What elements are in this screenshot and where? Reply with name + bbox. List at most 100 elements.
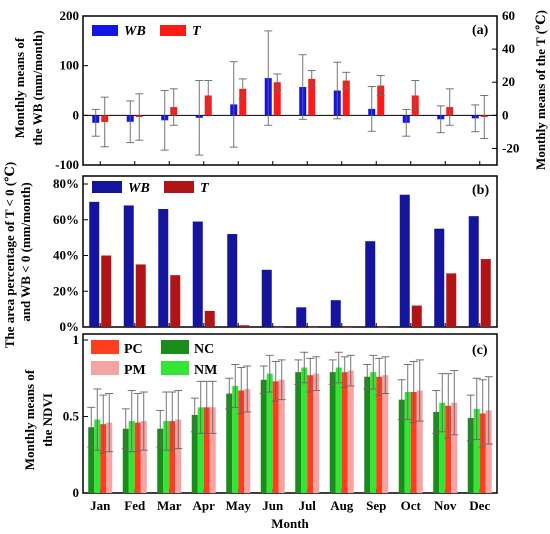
panel-a-ytick-label: 200 bbox=[60, 8, 80, 23]
panel-c-xlabel: Month bbox=[271, 516, 309, 531]
panel-c-bar-nc bbox=[398, 399, 405, 493]
panel-c-bar-nm bbox=[232, 385, 239, 493]
panel-c-bar-pc bbox=[341, 372, 348, 493]
panel-c-bar-nm bbox=[128, 421, 135, 493]
panel-c-bar-nc bbox=[467, 418, 474, 493]
panel-c-legend-label-nc: NC bbox=[194, 342, 214, 357]
chart-marks: -100 0 100 200 -20 0 20 40 60 WB T 0% 20% 40% 60% 80% WB… bbox=[53, 8, 519, 513]
panel-c-bar-nm bbox=[163, 421, 170, 493]
panel-c-bar-nm bbox=[94, 419, 101, 493]
panel-b-bar-t bbox=[204, 310, 215, 327]
panel-b-bar-t bbox=[135, 264, 146, 327]
panel-a-y2tick-label: 40 bbox=[502, 41, 515, 56]
panel-b-legend-label-t: T bbox=[200, 181, 210, 196]
panel-c-legend-swatch-nm bbox=[161, 361, 189, 375]
panel-b-ytick-label: 60% bbox=[53, 212, 79, 227]
panel-c-xtick-label: Oct bbox=[401, 498, 422, 513]
panel-c-bar-pc bbox=[134, 422, 141, 493]
panel-c-bar-pc bbox=[238, 390, 245, 493]
panel-c-legend-swatch-pm bbox=[91, 361, 119, 375]
panel-c-xtick-label: Jan bbox=[90, 498, 111, 513]
panel-a-ytick-label: 100 bbox=[60, 58, 80, 73]
panel-b-bar-t bbox=[308, 327, 319, 328]
panel-b-bar-wb bbox=[330, 300, 341, 327]
panel-c-bar-nm bbox=[473, 408, 480, 493]
panel-c-bar-nc bbox=[364, 376, 371, 493]
panel-c-legend-swatch-pc bbox=[91, 340, 119, 354]
panel-c-bar-pm bbox=[451, 402, 458, 493]
panel-b-bar-wb bbox=[399, 194, 410, 327]
panel-c-bar-pm bbox=[382, 375, 389, 493]
panel-b-bar-t bbox=[342, 327, 353, 328]
panel-c-bar-pc bbox=[203, 407, 210, 493]
panel-b-ytick-label: 40% bbox=[53, 248, 79, 263]
panel-b-bar-wb bbox=[158, 209, 169, 327]
panel-c-label: (c) bbox=[472, 343, 488, 358]
panel-a-bar-t bbox=[239, 88, 247, 116]
panel-a-y2tick-label: 0 bbox=[502, 107, 509, 122]
panel-c-ytick-label: 0 bbox=[73, 485, 80, 500]
panel-b-legend-swatch-wb bbox=[92, 181, 122, 193]
panel-b-bar-wb bbox=[89, 201, 100, 327]
panel-c-legend-label-nm: NM bbox=[194, 363, 217, 378]
panel-c-bar-nc bbox=[88, 427, 95, 493]
panel-c-xtick-label: Mar bbox=[157, 498, 182, 513]
panel-b-bar-wb bbox=[261, 269, 272, 327]
panel-b-bar-t bbox=[480, 259, 491, 327]
panel-c-xtick-label: May bbox=[226, 498, 252, 513]
panel-b-bar-wb bbox=[365, 241, 376, 327]
panel-b-legend-swatch-t bbox=[164, 181, 194, 193]
panel-c-bar-pc bbox=[272, 381, 279, 493]
panel-b-bar-t bbox=[239, 325, 250, 327]
panel-b-bar-wb bbox=[296, 307, 307, 327]
panel-b-ylabel-line1: The area percentage of T < 0 (℃) bbox=[2, 162, 17, 348]
panel-b-bar-t bbox=[377, 327, 388, 328]
panel-c-legend-label-pm: PM bbox=[124, 363, 146, 378]
panel-b-bar-t bbox=[273, 327, 284, 328]
panel-a-ylabel-line2: the WB (mm/month) bbox=[30, 30, 45, 145]
panel-c-bar-nc bbox=[295, 372, 302, 493]
panel-c-xtick-label: Nov bbox=[434, 498, 457, 513]
panel-a-ylabel-line1: Monthly means of bbox=[12, 37, 27, 138]
panel-c-bar-pm bbox=[278, 379, 285, 493]
panel-c-ylabel-line1: Monthly means of bbox=[22, 369, 37, 470]
panel-c-bar-pc bbox=[376, 376, 383, 493]
panel-c-bar-pm bbox=[140, 421, 147, 493]
panel-a-bar-t bbox=[377, 85, 385, 116]
panel-a-bar-t bbox=[342, 80, 350, 116]
panel-c-bar-pc bbox=[169, 421, 176, 493]
panel-b-bar-t bbox=[170, 275, 181, 327]
panel-b-ytick-label: 80% bbox=[53, 176, 79, 191]
panel-c-ytick-label: 1 bbox=[73, 332, 80, 347]
panel-c-xtick-label: Sep bbox=[366, 498, 386, 513]
panel-c-bar-nc bbox=[433, 411, 440, 493]
panel-c-ytick-label: 0.5 bbox=[63, 409, 80, 424]
panel-b-ytick-label: 0% bbox=[60, 319, 80, 334]
panel-b-legend-label-wb: WB bbox=[128, 181, 150, 196]
panel-c-bar-pm bbox=[416, 390, 423, 493]
panel-b-bar-wb bbox=[123, 205, 134, 327]
panel-c-xtick-label: Jul bbox=[299, 498, 317, 513]
panel-c-bar-pc bbox=[479, 413, 486, 493]
panel-a-frame bbox=[82, 15, 498, 166]
panel-b-bar-wb bbox=[227, 234, 238, 327]
panel-c-bar-pc bbox=[100, 424, 107, 493]
panel-a-y2tick-label: -20 bbox=[502, 140, 519, 155]
panel-c-bar-nm bbox=[439, 402, 446, 493]
panel-b-bar-wb bbox=[192, 221, 203, 327]
panel-c-bar-nm bbox=[266, 373, 273, 493]
panel-c-bar-nm bbox=[370, 372, 377, 493]
panel-b-bar-wb bbox=[434, 228, 445, 327]
panel-c-bar-nm bbox=[197, 407, 204, 493]
panel-c-bar-nc bbox=[157, 428, 164, 493]
panel-b-ytick-label: 20% bbox=[53, 283, 79, 298]
panel-c-bar-nc bbox=[122, 428, 129, 493]
panel-a-ytick-label: -100 bbox=[55, 157, 79, 172]
panel-c-bar-pm bbox=[175, 419, 182, 493]
panel-b-bar-t bbox=[101, 255, 112, 327]
panel-a-y2label: Monthly means of the T (℃) bbox=[533, 10, 548, 170]
panel-c-ylabel-line2: the NDVI bbox=[40, 393, 55, 447]
panel-c-bar-pc bbox=[445, 405, 452, 493]
panel-c-bar-nc bbox=[329, 372, 336, 493]
